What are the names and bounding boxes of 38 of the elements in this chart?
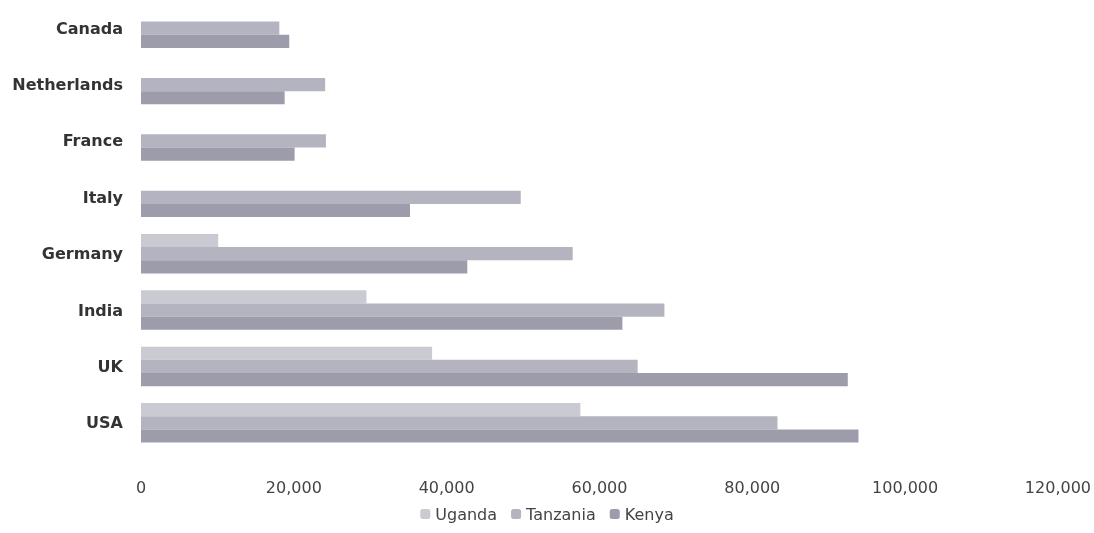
x-tick-label: 0 — [135, 477, 147, 497]
x-tick-label: 20,000 — [265, 477, 322, 497]
x-tick-label: 40,000 — [418, 477, 475, 497]
bar — [141, 346, 433, 360]
bar — [141, 303, 665, 317]
legend-label: Uganda — [435, 504, 498, 524]
bar — [141, 359, 638, 374]
legend-label: Kenya — [624, 504, 674, 524]
y-tick-label: Italy — [82, 187, 124, 207]
bar — [141, 233, 219, 248]
bar — [141, 429, 859, 443]
bar — [141, 190, 521, 204]
bar — [141, 203, 410, 218]
bar — [141, 21, 280, 35]
bar — [141, 316, 623, 330]
bar — [141, 373, 848, 387]
legend-label: Tanzania — [525, 504, 596, 524]
bar — [141, 290, 367, 304]
y-tick-label: France — [62, 131, 124, 151]
x-tick-label: 100,000 — [872, 477, 939, 497]
y-tick-label: Netherlands — [12, 75, 123, 95]
x-tick-label: 60,000 — [571, 477, 628, 497]
y-tick-label: Germany — [41, 244, 124, 264]
bar — [141, 91, 285, 105]
bar — [141, 134, 326, 148]
bar — [141, 403, 581, 417]
y-tick-label: UK — [97, 356, 124, 376]
bar — [141, 34, 290, 48]
x-tick-label: 80,000 — [724, 477, 781, 497]
bar — [141, 260, 468, 274]
y-tick-label: India — [77, 300, 123, 320]
y-tick-label: USA — [86, 413, 124, 433]
x-tick-label: 120,000 — [1024, 477, 1091, 497]
bar — [141, 247, 573, 261]
bar — [141, 77, 326, 92]
y-tick-label: Canada — [56, 18, 123, 38]
bar — [141, 147, 295, 161]
bar — [141, 416, 778, 430]
